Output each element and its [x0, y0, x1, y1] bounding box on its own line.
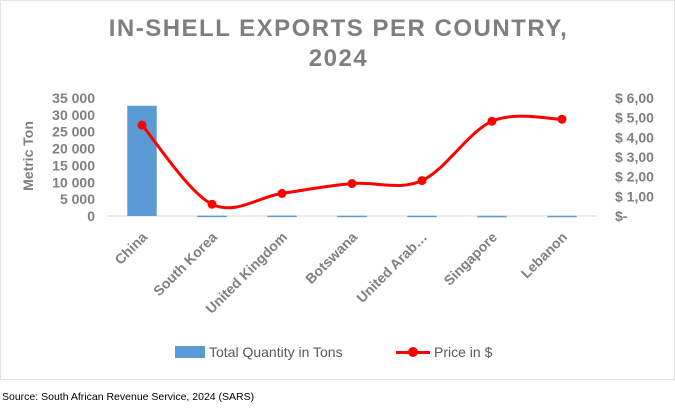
bar [407, 215, 437, 218]
y2-tick-label: $ 2,00 [615, 169, 654, 185]
chart-frame: IN-SHELL EXPORTS PER COUNTRY, 2024 Metri… [0, 0, 675, 380]
legend-label-price: Price in $ [434, 344, 493, 360]
y-tick-label: 10 000 [52, 174, 95, 190]
legend-label-quantity: Total Quantity in Tons [209, 344, 343, 360]
price-point [347, 179, 357, 189]
source-note: Source: South African Revenue Service, 2… [2, 391, 255, 403]
chart-title-line-2: 2024 [308, 45, 369, 72]
y-tick-label: 30 000 [52, 107, 95, 123]
category-label: Lebanon [518, 229, 571, 282]
y2-axis-ticks: $ 6,00 $ 5,00 $ 4,00 $ 3,00 $ 2,00 $ 1,00 $- [615, 90, 654, 224]
legend-bar-swatch [175, 346, 205, 358]
y-tick-label: 5 000 [60, 191, 95, 207]
price-line [140, 114, 563, 210]
y2-tick-label: $- [615, 208, 628, 224]
category-label: Botswana [302, 229, 360, 287]
y2-tick-label: $ 4,00 [615, 129, 654, 145]
category-label: China [111, 229, 150, 268]
price-point [277, 188, 287, 198]
bar [337, 215, 367, 218]
category-label: Singapore [440, 229, 500, 289]
y-tick-label: 25 000 [52, 124, 95, 140]
category-label: South Korea [150, 229, 220, 299]
y-tick-label: 20 000 [52, 141, 95, 157]
price-point [417, 176, 427, 186]
category-label: United Arab… [353, 229, 430, 306]
y2-tick-label: $ 3,00 [615, 149, 654, 165]
legend-item-quantity: Total Quantity in Tons [175, 344, 343, 360]
y-tick-label: 15 000 [52, 157, 95, 173]
chart-title-line-1: IN-SHELL EXPORTS PER COUNTRY, [108, 15, 569, 42]
y2-tick-label: $ 6,00 [615, 90, 654, 106]
price-point [207, 199, 217, 209]
price-point [487, 116, 497, 126]
bar-series [127, 105, 577, 218]
bar [477, 215, 507, 218]
y2-tick-label: $ 5,00 [615, 110, 654, 126]
y2-tick-label: $ 1,00 [615, 188, 654, 204]
y-axis-label: Metric Ton [20, 121, 36, 191]
bar [267, 215, 297, 218]
price-point [557, 114, 567, 124]
bar [547, 215, 577, 218]
bar [197, 215, 227, 218]
price-point [137, 120, 147, 130]
y-tick-label: 0 [87, 208, 95, 224]
legend-line-swatch [396, 346, 430, 358]
y-tick-label: 35 000 [52, 90, 95, 106]
price-points [137, 114, 567, 209]
legend-item-price: Price in $ [396, 344, 492, 360]
